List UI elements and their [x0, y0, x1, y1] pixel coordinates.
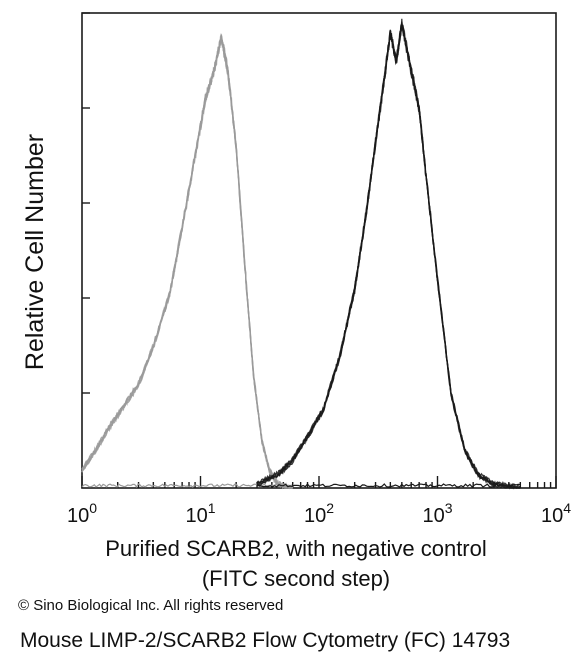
image-caption: Mouse LIMP-2/SCARB2 Flow Cytometry (FC) …: [20, 629, 511, 652]
y-axis-ticks: [82, 12, 90, 394]
x-axis-label-line2: (FITC second step): [202, 566, 390, 591]
x-tick-label: 102: [304, 500, 334, 527]
histogram-trace: [81, 35, 293, 490]
x-tick-label: 100: [67, 500, 97, 527]
x-tick-label: 103: [422, 500, 452, 527]
y-axis-label: Relative Cell Number: [21, 134, 49, 370]
histogram-baseline: [256, 483, 521, 488]
histogram-trace: [257, 24, 521, 490]
histogram-trace: [256, 22, 521, 489]
histogram-trace: [256, 18, 521, 490]
x-axis-tick-labels: 100 101 102 103 104: [67, 500, 571, 527]
histogram-trace: [256, 21, 521, 489]
histogram-trace: [256, 21, 521, 489]
x-tick-label: 104: [541, 500, 571, 527]
histogram-series: [81, 18, 521, 490]
histogram-series-2: [256, 18, 521, 490]
histogram-series-1: [81, 32, 294, 490]
histogram-trace: [81, 37, 293, 490]
x-tick-label: 101: [185, 500, 215, 527]
x-axis-label-line1: Purified SCARB2, with negative control: [105, 536, 487, 561]
copyright-notice: © Sino Biological Inc. All rights reserv…: [18, 597, 284, 614]
